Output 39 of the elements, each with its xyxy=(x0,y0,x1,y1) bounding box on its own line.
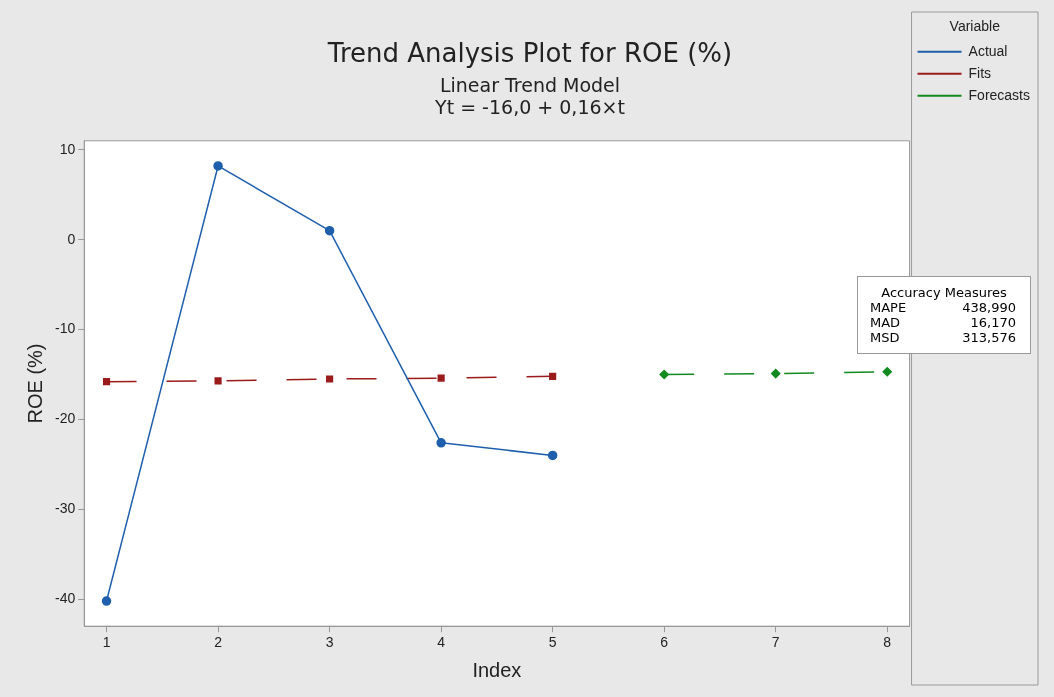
x-tick-label: 6 xyxy=(660,634,669,651)
x-tick-label: 8 xyxy=(883,634,892,651)
x-tick-label: 1 xyxy=(102,634,111,651)
point xyxy=(547,450,558,461)
legend-label: Forecasts xyxy=(968,86,1031,103)
point xyxy=(213,161,223,171)
point xyxy=(549,372,557,380)
legend-label: Actual xyxy=(968,42,1008,59)
chart-subtitle: Linear Trend Model Yt = -16,0 + 0,16×t xyxy=(434,73,625,119)
x-tick-label: 5 xyxy=(548,634,557,651)
annotation: Accuracy Measures xyxy=(880,285,1008,300)
y-tick-label: -30 xyxy=(55,500,76,517)
point xyxy=(659,369,669,380)
text: MAPE 438,990 xyxy=(870,300,1016,315)
legend-title: Variable xyxy=(949,17,1001,34)
y-tick-label: -20 xyxy=(55,410,76,427)
point xyxy=(770,368,781,379)
y-axis-title: ROE (%) xyxy=(23,343,46,424)
x-tick-label: 2 xyxy=(214,634,223,651)
legend-label: Fits xyxy=(968,64,992,81)
y-tick-label: -10 xyxy=(55,320,76,337)
x-axis-title: Index xyxy=(472,658,522,681)
point xyxy=(437,374,445,382)
x-tick-label: 3 xyxy=(325,634,334,651)
point xyxy=(214,377,222,385)
text: MAD 16,170 xyxy=(870,315,1016,330)
y-tick-label: -40 xyxy=(55,590,76,607)
point xyxy=(882,367,892,377)
y-tick-label: 10 xyxy=(59,140,76,157)
point xyxy=(436,438,446,448)
x-tick-label: 7 xyxy=(771,634,780,651)
point xyxy=(324,225,335,236)
text: MSD 313,576 xyxy=(870,330,1016,345)
x-tick-label: 4 xyxy=(437,634,446,651)
y-tick-label: 0 xyxy=(67,230,76,247)
chart-title: Trend Analysis Plot for ROE (%) xyxy=(326,38,733,69)
point xyxy=(326,375,334,383)
point xyxy=(101,596,112,606)
point xyxy=(102,378,111,386)
